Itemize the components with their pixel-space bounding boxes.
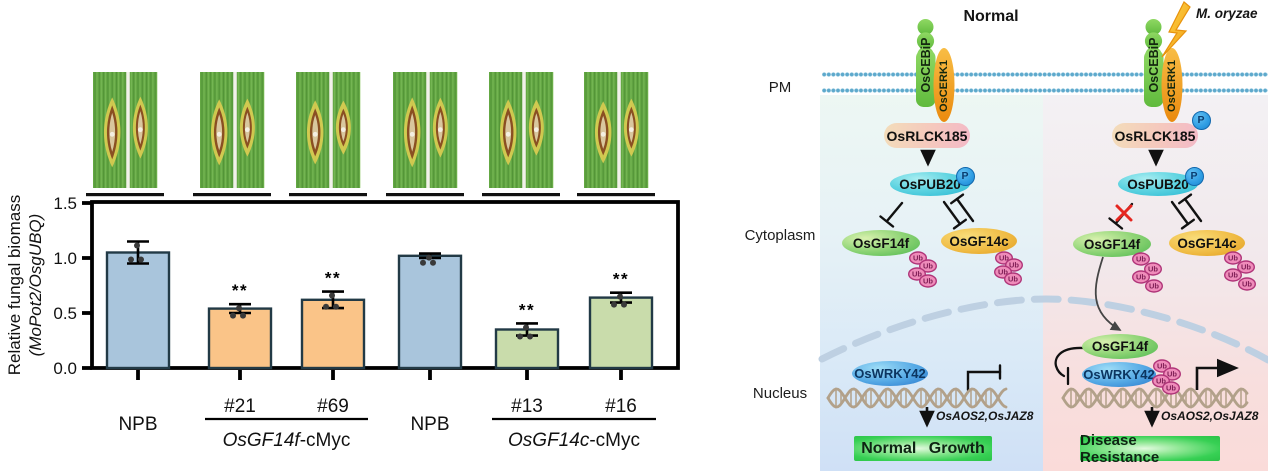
phospho-badge-rlck: P [1191, 110, 1211, 130]
fungal-biomass-bar-chart: 0.0 0.5 1.0 1.5 Relative fungal biomass (MoPo… [5, 72, 680, 451]
oscebip-label-right: OsCEBiP [1147, 37, 1161, 93]
oscerk1-label-right: OsCERK1 [1166, 60, 1178, 112]
significance-stars: ** [325, 269, 341, 288]
svg-text:0.5: 0.5 [53, 304, 77, 323]
data-point [138, 256, 144, 263]
group-label: OsGF14f-cMyc [223, 430, 351, 451]
cytoplasm-label: Cytoplasm [744, 227, 816, 244]
target-genes-right: OsAOS2,OsJAZ8 [1161, 409, 1259, 423]
oscerk1-label-left: OsCERK1 [938, 60, 950, 112]
leaf-photo-5 [482, 72, 560, 197]
svg-text:1.5: 1.5 [53, 194, 77, 213]
scale-bar [86, 193, 164, 197]
data-point [527, 333, 533, 340]
data-point [134, 242, 140, 249]
bar [300, 298, 366, 370]
x-category-label: #13 [511, 396, 543, 417]
x-category-label: NPB [118, 414, 157, 435]
significance-stars: ** [519, 300, 535, 319]
data-point [426, 254, 432, 261]
leaf-photo-4 [386, 72, 464, 197]
outcome-normal-growth: Normal Growth [854, 436, 992, 461]
x-category-label: #16 [605, 396, 637, 417]
data-point [236, 305, 242, 312]
data-point [329, 292, 335, 299]
bar [397, 254, 463, 370]
plasma-membrane-inner-leaflet [822, 88, 1268, 93]
osgf14f-left: OsGF14f [842, 230, 920, 256]
significance-stars: ** [232, 281, 248, 300]
x-category-label: NPB [410, 414, 449, 435]
data-point [617, 293, 623, 300]
ospub20-left: OsPUB20 [890, 172, 970, 196]
data-point [621, 301, 627, 308]
data-point [323, 303, 329, 310]
pathogen-label: M. oryzae [1196, 6, 1258, 21]
x-axis-labels: NPB #21 #69 NPB #13 #16 OsGF14f-cMyc OsGF14c-cM… [118, 396, 656, 451]
bar-group-#13-4: ** [494, 300, 560, 380]
data-point [420, 259, 426, 266]
y-axis-label-line1: Relative fungal biomass [5, 195, 24, 375]
data-point [517, 333, 523, 340]
osgf14f-right: OsGF14f [1073, 231, 1151, 257]
outcome-disease-resistance: Disease Resistance [1080, 432, 1220, 466]
bar-group-#16-5: ** [588, 270, 654, 380]
osgf14f-nucleus: OsGF14f [1082, 334, 1158, 359]
bar-group-NPB-0 [105, 240, 171, 380]
osrlck185-left: OsRLCK185 [884, 123, 970, 148]
data-point [240, 312, 246, 319]
bar [588, 296, 654, 370]
bar [105, 251, 171, 370]
phospho-badge-pub20-right: P [1184, 166, 1204, 186]
osgf14c-right: OsGF14c [1169, 230, 1245, 256]
oscebip-label-left: OsCEBiP [919, 37, 933, 93]
scale-bar [577, 193, 655, 197]
data-point [611, 301, 617, 308]
bar [207, 307, 273, 370]
ospub20-right: OsPUB20 [1118, 172, 1198, 196]
x-category-label: #69 [317, 396, 349, 417]
leaf-photo-3 [289, 72, 367, 197]
data-point [230, 312, 236, 319]
data-point [333, 303, 339, 310]
bar-group-#21-1: ** [207, 281, 273, 380]
y-axis: 0.0 0.5 1.0 1.5 Relative fungal biomass (MoPo… [5, 194, 92, 378]
significance-stars: ** [613, 270, 629, 289]
plot-frame [90, 200, 680, 370]
leaf-photo-6 [577, 72, 655, 197]
phospho-badge-pub20-left: P [955, 166, 975, 186]
group-label: OsGF14c-cMyc [508, 430, 640, 451]
oswrky42-nucleus: OsWRKY42 [1082, 362, 1156, 387]
osrlck185-right: OsRLCK185 [1112, 123, 1198, 148]
bar-group-#69-2: ** [300, 269, 366, 380]
data-point [128, 256, 134, 263]
scale-bar [482, 193, 560, 197]
leaf-photo-2 [193, 72, 271, 197]
osgf14c-left: OsGF14c [941, 228, 1017, 254]
scale-bar [193, 193, 271, 197]
target-genes-left: OsAOS2,OsJAZ8 [936, 409, 1034, 423]
data-point [523, 324, 529, 331]
svg-text:1.0: 1.0 [53, 249, 77, 268]
x-category-label: #21 [224, 396, 256, 417]
nucleus-label: Nucleus [752, 385, 808, 402]
leaf-photo-1 [86, 72, 164, 197]
scale-bar [386, 193, 464, 197]
condition-normal-label: Normal [963, 8, 1019, 25]
bar-group-NPB-3 [397, 252, 463, 380]
pm-label: PM [768, 79, 792, 96]
scale-bar [289, 193, 367, 197]
data-point [430, 259, 436, 266]
oswrky42-left: OsWRKY42 [852, 361, 928, 386]
plasma-membrane-outer-leaflet [822, 72, 1268, 77]
svg-text:0.0: 0.0 [53, 359, 77, 378]
y-axis-label-line2: (MoPot2/OsgUBQ) [26, 214, 45, 357]
